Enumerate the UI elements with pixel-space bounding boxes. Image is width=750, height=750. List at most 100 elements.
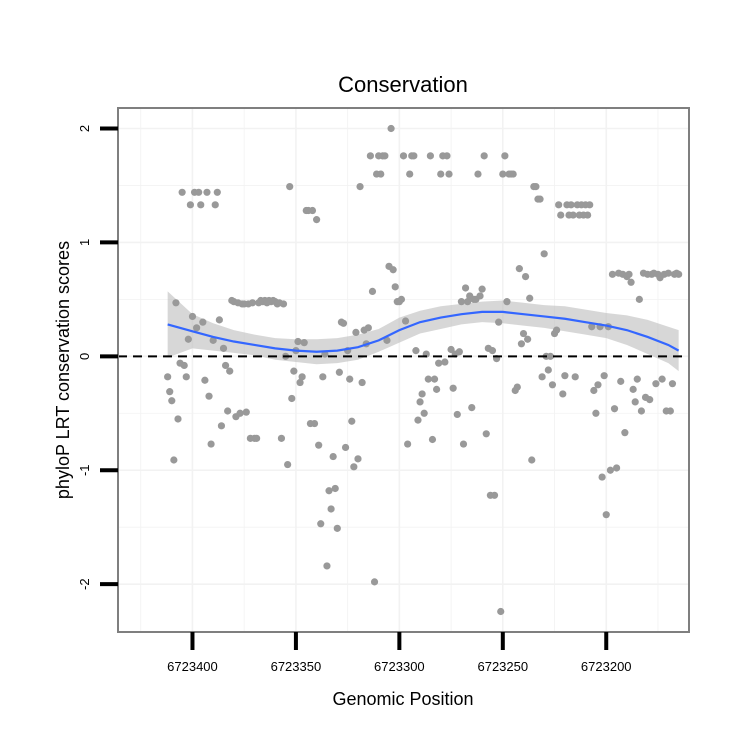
data-point [248,299,257,307]
data-point [217,422,226,430]
y-tick-label: -2 [77,578,92,590]
data-point [488,347,497,355]
data-point [331,484,339,493]
data-point [186,201,195,209]
data-point [209,336,217,344]
data-point [428,435,437,444]
data-point [571,373,579,381]
data-point [253,434,261,442]
data-point [213,188,221,196]
data-point [631,398,639,406]
data-point [420,409,428,417]
data-point [354,455,362,463]
data-point [637,407,646,415]
data-point [401,317,410,325]
data-point [437,170,445,178]
data-point [339,319,348,327]
data-point [416,398,424,406]
data-point [300,339,308,347]
data-point [387,124,395,133]
data-point [335,368,343,376]
data-point [666,407,674,415]
data-point [418,390,426,398]
data-point [352,328,360,337]
data-point [499,170,507,178]
y-tick-label: 1 [77,239,92,246]
data-point [224,407,232,415]
data-point [536,195,544,203]
data-point [544,366,552,374]
data-point [569,211,577,219]
chart-title: Conservation [338,72,468,97]
data-point [519,329,528,338]
data-point [319,373,327,381]
data-point [490,491,499,499]
data-point [296,378,304,387]
data-point [368,287,377,295]
data-point [242,408,250,416]
data-point [329,452,337,461]
data-point [606,466,614,474]
y-axis: -2 -1 0 1 2 [77,125,118,590]
data-point [170,456,178,464]
x-tick-label: 6723250 [477,659,528,674]
data-point [675,270,683,278]
data-point [193,324,201,332]
data-point [366,152,374,160]
data-point [586,201,594,209]
data-point [435,359,443,367]
y-tick-label: 0 [77,353,92,360]
data-point [221,361,230,370]
data-point [459,440,468,448]
data-point [430,375,439,383]
data-point [188,312,197,321]
data-point [325,487,333,495]
data-point [412,347,420,355]
data-point [449,384,457,392]
smooth-line [167,310,680,353]
data-point [559,390,567,398]
data-point [474,170,482,178]
data-point [610,405,619,413]
data-point [476,292,484,300]
data-point [503,298,511,306]
data-point [461,284,470,292]
x-tick-label: 6723400 [167,659,218,674]
data-point [625,270,633,278]
data-point [215,316,223,324]
data-point [532,183,540,191]
data-point [381,152,389,160]
data-point [517,340,526,348]
data-point [555,201,563,209]
data-point [468,403,476,412]
data-point [464,298,472,306]
data-point [590,386,598,395]
data-point [497,607,505,616]
data-point [341,443,350,452]
data-point [478,285,486,293]
data-point [457,298,466,306]
data-point [652,380,660,388]
data-point [404,440,412,448]
data-point [513,383,521,391]
data-point [424,375,432,383]
data-point [509,170,517,178]
data-point [236,409,244,417]
data-point [383,336,391,344]
data-point [201,376,209,384]
data-point [557,211,565,219]
data-point [166,388,174,396]
data-point [561,372,569,380]
data-point [174,415,182,423]
data-point [482,430,490,438]
data-point [195,188,203,196]
data-point [356,183,364,191]
data-point [364,324,372,332]
data-point [455,348,463,356]
data-point [315,441,323,449]
data-point [668,380,677,388]
data-point [617,377,625,385]
data-point [501,152,509,160]
data-point [391,283,399,291]
